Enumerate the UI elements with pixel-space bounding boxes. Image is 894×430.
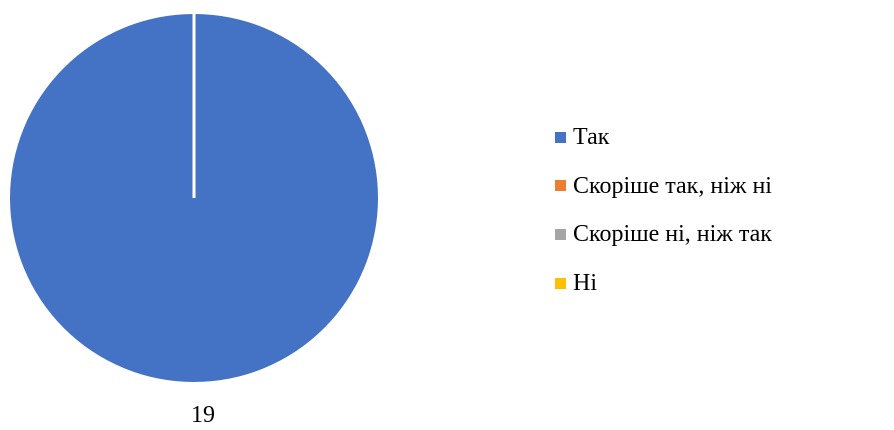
data-label-tak: 19 (191, 402, 215, 428)
legend-item-tak: Так (555, 124, 772, 150)
legend: Так Скоріше так, ніж ні Скоріше ні, ніж … (555, 124, 772, 319)
pie-slices (10, 14, 378, 382)
legend-swatch-skorishe-tak (555, 180, 566, 192)
legend-item-ni: Ні (555, 270, 772, 296)
legend-item-skorishe-tak: Скоріше так, ніж ні (555, 173, 772, 199)
legend-label-skorishe-ni: Скоріше ні, ніж так (573, 221, 772, 248)
data-labels: 19 (191, 402, 215, 428)
legend-swatch-skorishe-ni (555, 228, 566, 240)
legend-label-ni: Ні (573, 270, 597, 297)
legend-item-skorishe-ni: Скоріше ні, ніж так (555, 221, 772, 247)
legend-label-tak: Так (573, 124, 610, 150)
legend-label-skorishe-tak: Скоріше так, ніж ні (573, 172, 772, 199)
legend-swatch-ni (555, 277, 566, 289)
legend-swatch-tak (555, 131, 566, 143)
